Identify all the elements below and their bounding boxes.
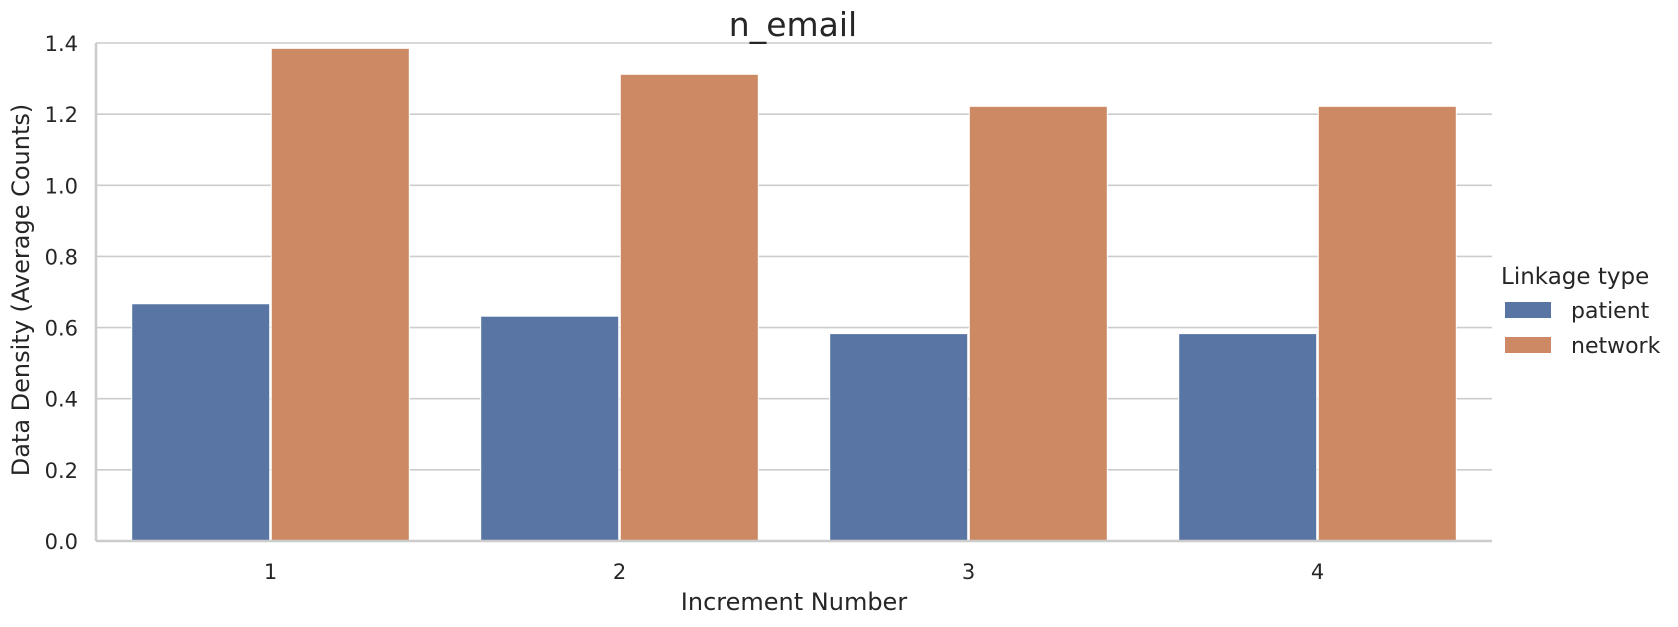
legend-label-network: network: [1571, 334, 1661, 359]
x-tick-label: 4: [1311, 560, 1324, 584]
bar-patient-1: [131, 303, 271, 542]
y-tick-label: 0.6: [45, 317, 78, 341]
y-tick-label: 0.4: [45, 388, 78, 412]
x-tick-label: 1: [264, 560, 277, 584]
bars: [131, 47, 1457, 542]
bar-network-2: [619, 73, 759, 542]
bar-patient-2: [480, 315, 620, 542]
chart-title: n_email: [729, 5, 857, 44]
y-tick-label: 1.0: [45, 174, 78, 198]
legend-title: Linkage type: [1501, 264, 1649, 290]
legend-label-patient: patient: [1571, 299, 1650, 324]
x-tick-label: 3: [962, 560, 975, 584]
y-tick-label: 1.2: [45, 103, 78, 127]
x-axis-label: Increment Number: [681, 588, 908, 616]
legend-swatch-network: [1505, 337, 1551, 353]
bar-patient-4: [1178, 333, 1318, 542]
axes: 0.0 0.2 0.4 0.6 0.8 1.0 1.2 1.4 1 2 3 4: [45, 32, 1492, 584]
x-tick-label: 2: [613, 560, 626, 584]
y-axis-label: Data Density (Average Counts): [7, 104, 35, 477]
bar-network-4: [1317, 105, 1457, 542]
y-tick-label: 0.8: [45, 245, 78, 269]
y-tick-label: 0.0: [45, 530, 78, 554]
legend: Linkage type patient network: [1501, 264, 1661, 359]
y-tick-label: 1.4: [45, 32, 78, 56]
bar-network-3: [968, 105, 1108, 542]
bar-patient-3: [829, 333, 969, 542]
bar-network-1: [270, 47, 410, 542]
legend-swatch-patient: [1505, 302, 1551, 318]
y-tick-label: 0.2: [45, 459, 78, 483]
